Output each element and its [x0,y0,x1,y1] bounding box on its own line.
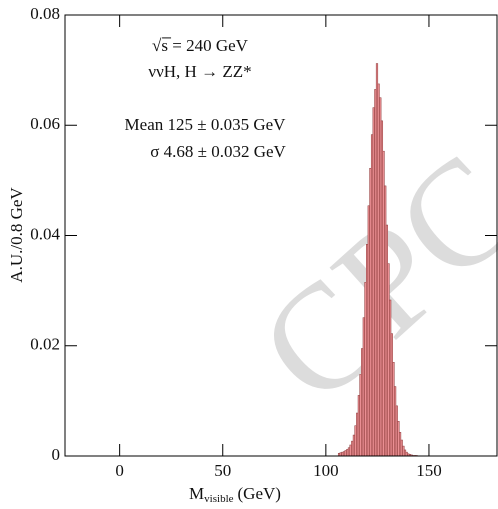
annotation: ννH, H → ZZ* [148,62,251,81]
x-label-sub: visible [204,493,233,505]
x-tick-label: 100 [313,461,339,480]
x-tick-label: 150 [416,461,442,480]
y-tick-label: 0.06 [30,114,60,133]
y-tick-label: 0.08 [30,4,60,23]
x-axis-label: Mvisible (GeV) [189,484,281,505]
annotation: σ 4.68 ± 0.032 GeV [150,142,286,161]
y-axis-label: A.U./0.8 GeV [7,187,26,283]
x-tick-label: 50 [214,461,231,480]
x-label-unit: (GeV) [238,484,281,503]
y-tick-label: 0.02 [30,335,60,354]
x-tick-label: 0 [115,461,124,480]
y-tick-label: 0.04 [30,224,60,243]
annotation: Mean 125 ± 0.035 GeV [125,115,287,134]
annotation: √s = 240 GeV [152,36,249,55]
y-tick-label: 0 [52,445,61,464]
x-label-main: M [189,484,204,503]
